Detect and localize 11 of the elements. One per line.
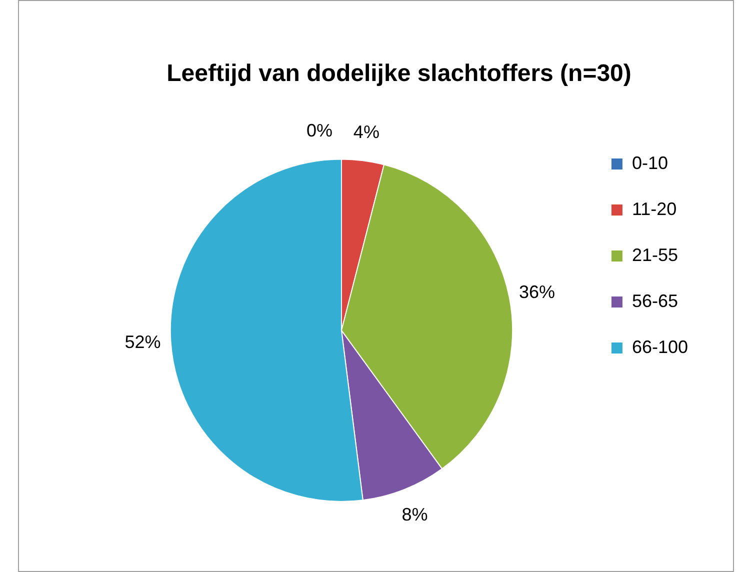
legend-label: 0-10 <box>632 152 668 173</box>
data-label: 36% <box>519 282 556 302</box>
data-label: 52% <box>124 332 161 352</box>
legend-label: 56-65 <box>632 290 678 311</box>
legend-label: 11-20 <box>632 198 677 219</box>
legend-label: 66-100 <box>632 336 688 357</box>
data-label: 8% <box>402 504 428 524</box>
text: 0% <box>306 120 332 140</box>
chart-title: Leeftijd van dodelijke slachtoffers (n=30) <box>166 60 632 88</box>
legend-label: 21-55 <box>632 244 678 265</box>
data-label: 4% <box>353 122 380 142</box>
